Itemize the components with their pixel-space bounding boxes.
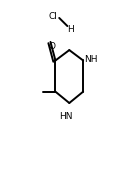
Text: O: O — [48, 42, 55, 51]
Text: NH: NH — [85, 55, 98, 64]
Text: HN: HN — [59, 112, 72, 121]
Text: H: H — [67, 25, 74, 34]
Text: Cl: Cl — [49, 12, 57, 21]
